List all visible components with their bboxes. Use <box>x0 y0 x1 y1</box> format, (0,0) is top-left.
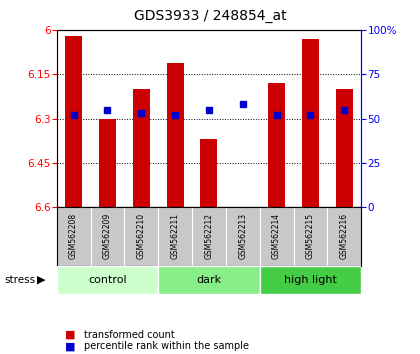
Bar <box>268 83 285 207</box>
Text: GSM562214: GSM562214 <box>272 213 281 259</box>
Text: percentile rank within the sample: percentile rank within the sample <box>84 341 249 351</box>
Bar <box>99 119 116 207</box>
Text: dark: dark <box>197 275 221 285</box>
Text: GSM562215: GSM562215 <box>306 213 315 259</box>
Text: ▶: ▶ <box>37 275 45 285</box>
Bar <box>200 139 218 207</box>
Text: transformed count: transformed count <box>84 330 175 339</box>
Bar <box>158 266 260 294</box>
Bar <box>65 36 82 207</box>
Text: high light: high light <box>284 275 337 285</box>
Text: GSM562210: GSM562210 <box>137 213 146 259</box>
Text: GSM562208: GSM562208 <box>69 213 78 259</box>
Bar <box>302 39 319 207</box>
Text: ■: ■ <box>65 330 76 339</box>
Text: GSM562212: GSM562212 <box>205 213 213 259</box>
Bar <box>133 89 150 207</box>
Bar <box>260 266 361 294</box>
Text: GSM562209: GSM562209 <box>103 213 112 259</box>
Text: GSM562211: GSM562211 <box>171 213 180 259</box>
Bar <box>336 89 353 207</box>
Text: control: control <box>88 275 127 285</box>
Text: GSM562213: GSM562213 <box>238 213 247 259</box>
Bar <box>167 63 184 207</box>
Text: GDS3933 / 248854_at: GDS3933 / 248854_at <box>134 9 286 23</box>
Text: ■: ■ <box>65 341 76 351</box>
Text: GSM562216: GSM562216 <box>340 213 349 259</box>
Text: stress: stress <box>4 275 35 285</box>
Bar <box>57 266 158 294</box>
